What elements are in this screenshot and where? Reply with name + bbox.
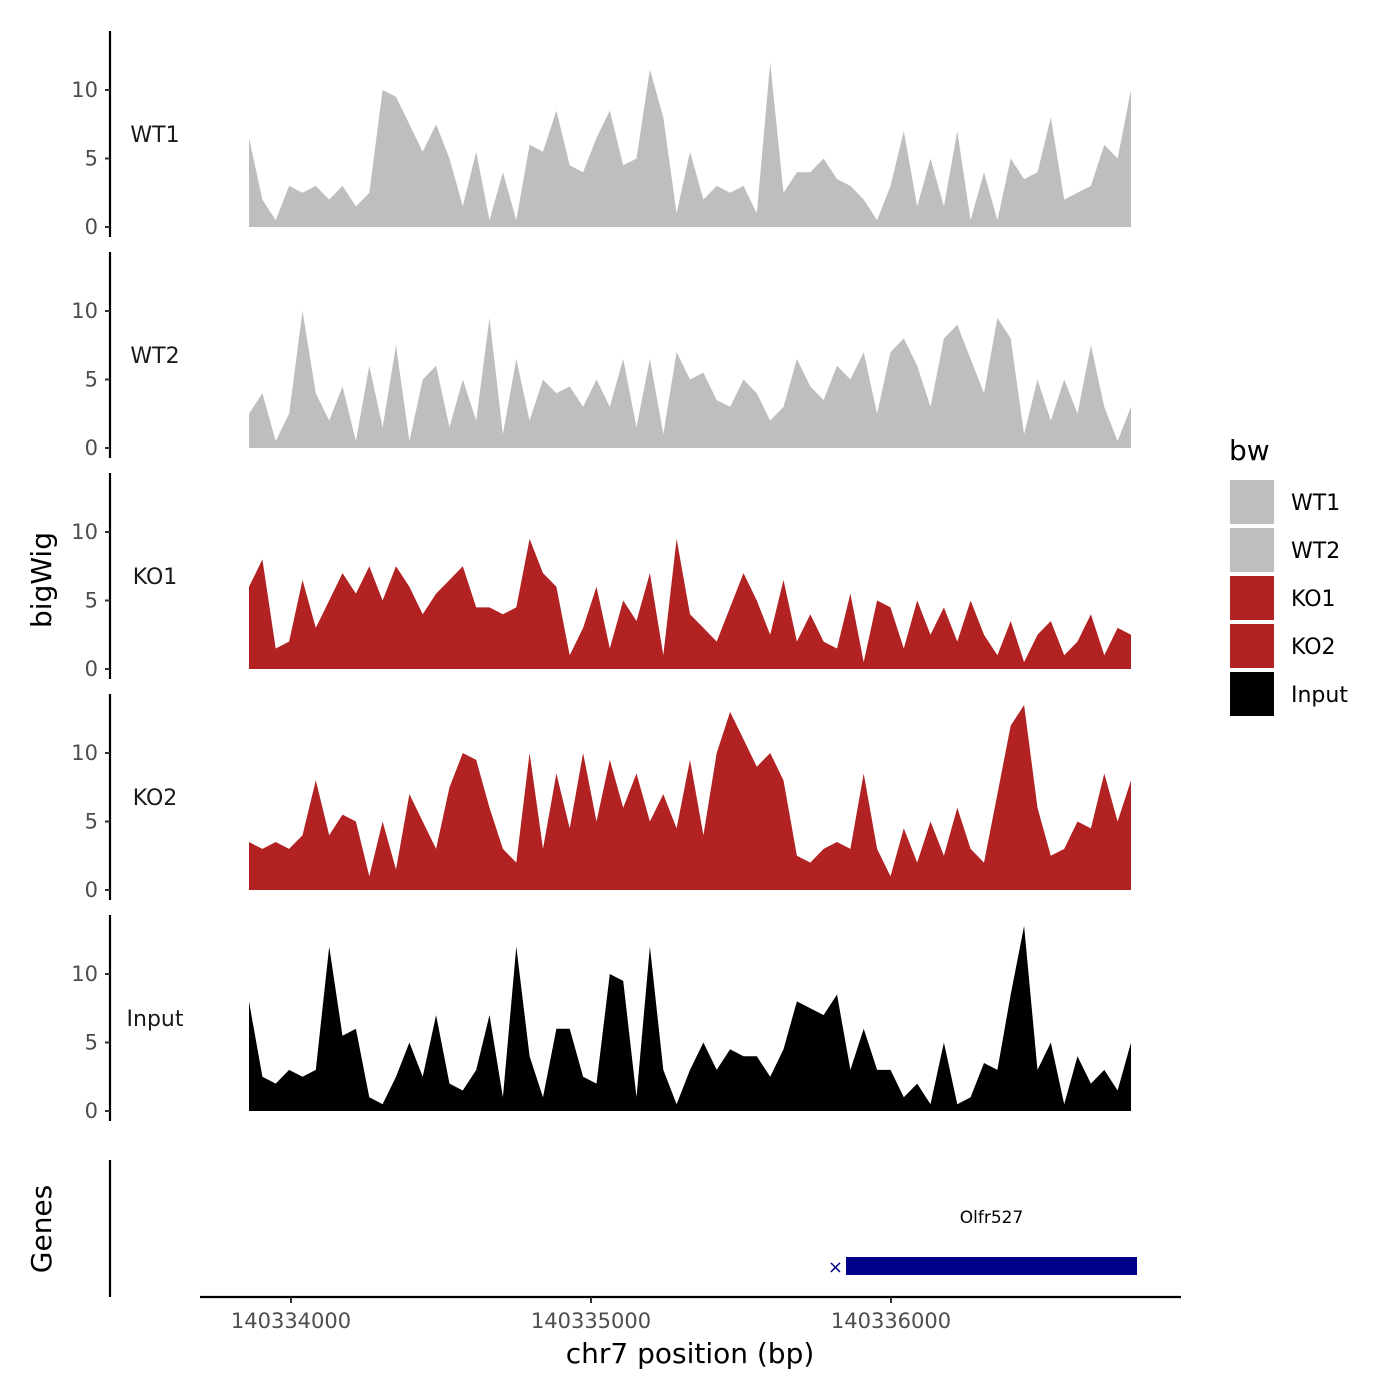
strand-marker: × <box>828 1257 843 1278</box>
track-ko1: 0 5 10 KO1 <box>71 473 1131 681</box>
legend-swatch <box>1230 576 1274 620</box>
track-area-ko1 <box>249 538 1131 669</box>
tracks-layer: 0 5 10 WT1 0 5 10 WT2 0 5 10 KO1 0 5 10 KO2 0 5 10 Input <box>71 31 1131 1123</box>
y-tick-label: 0 <box>85 878 98 902</box>
y-tick-label: 5 <box>85 1031 98 1055</box>
legend: bw WT1 WT2 KO1 KO2 Input <box>1229 434 1348 716</box>
y-tick-label: 0 <box>85 436 98 460</box>
genes-panel: × Olfr527 <box>108 1160 1137 1297</box>
legend-label: WT1 <box>1291 491 1340 516</box>
legend-label: KO1 <box>1291 587 1336 612</box>
track-label: WT2 <box>130 344 179 369</box>
track-label: KO2 <box>133 786 178 811</box>
genes-axis-title: Genes <box>25 1185 58 1273</box>
track-area-wt1 <box>249 62 1131 227</box>
legend-title: bw <box>1229 434 1270 467</box>
y-tick-label: 10 <box>71 741 98 765</box>
x-tick-label: 140336000 <box>831 1309 951 1333</box>
y-tick-label: 5 <box>85 810 98 834</box>
gene-bar <box>846 1257 1137 1275</box>
track-wt2: 0 5 10 WT2 <box>71 252 1131 460</box>
track-ko2: 0 5 10 KO2 <box>71 694 1131 902</box>
track-area-input <box>249 926 1131 1111</box>
legend-label: KO2 <box>1291 635 1336 660</box>
y-tick-label: 10 <box>71 299 98 323</box>
y-tick-label: 5 <box>85 589 98 613</box>
legend-swatch <box>1230 624 1274 668</box>
gene-label: Olfr527 <box>960 1208 1024 1228</box>
y-axis-title: bigWig <box>25 532 58 628</box>
y-tick-label: 0 <box>85 1099 98 1123</box>
legend-swatch <box>1230 672 1274 716</box>
legend-swatch <box>1230 480 1274 524</box>
track-area-wt2 <box>249 311 1131 448</box>
legend-swatch <box>1230 528 1274 572</box>
y-tick-label: 0 <box>85 215 98 239</box>
x-axis: 140334000 140335000 140336000 <box>200 1295 1181 1333</box>
y-tick-label: 10 <box>71 962 98 986</box>
x-tick-label: 140334000 <box>231 1309 351 1333</box>
y-tick-label: 5 <box>85 147 98 171</box>
y-tick-label: 10 <box>71 78 98 102</box>
y-tick-label: 0 <box>85 657 98 681</box>
track-input: 0 5 10 Input <box>71 915 1131 1123</box>
track-wt1: 0 5 10 WT1 <box>71 31 1131 239</box>
y-tick-label: 5 <box>85 368 98 392</box>
legend-label: WT2 <box>1291 539 1340 564</box>
legend-label: Input <box>1291 683 1348 708</box>
x-tick-label: 140335000 <box>531 1309 651 1333</box>
track-label: Input <box>127 1007 184 1032</box>
track-area-ko2 <box>249 705 1131 890</box>
y-tick-label: 10 <box>71 520 98 544</box>
x-axis-title: chr7 position (bp) <box>566 1337 815 1370</box>
track-label: KO1 <box>133 565 178 590</box>
track-label: WT1 <box>130 123 179 148</box>
